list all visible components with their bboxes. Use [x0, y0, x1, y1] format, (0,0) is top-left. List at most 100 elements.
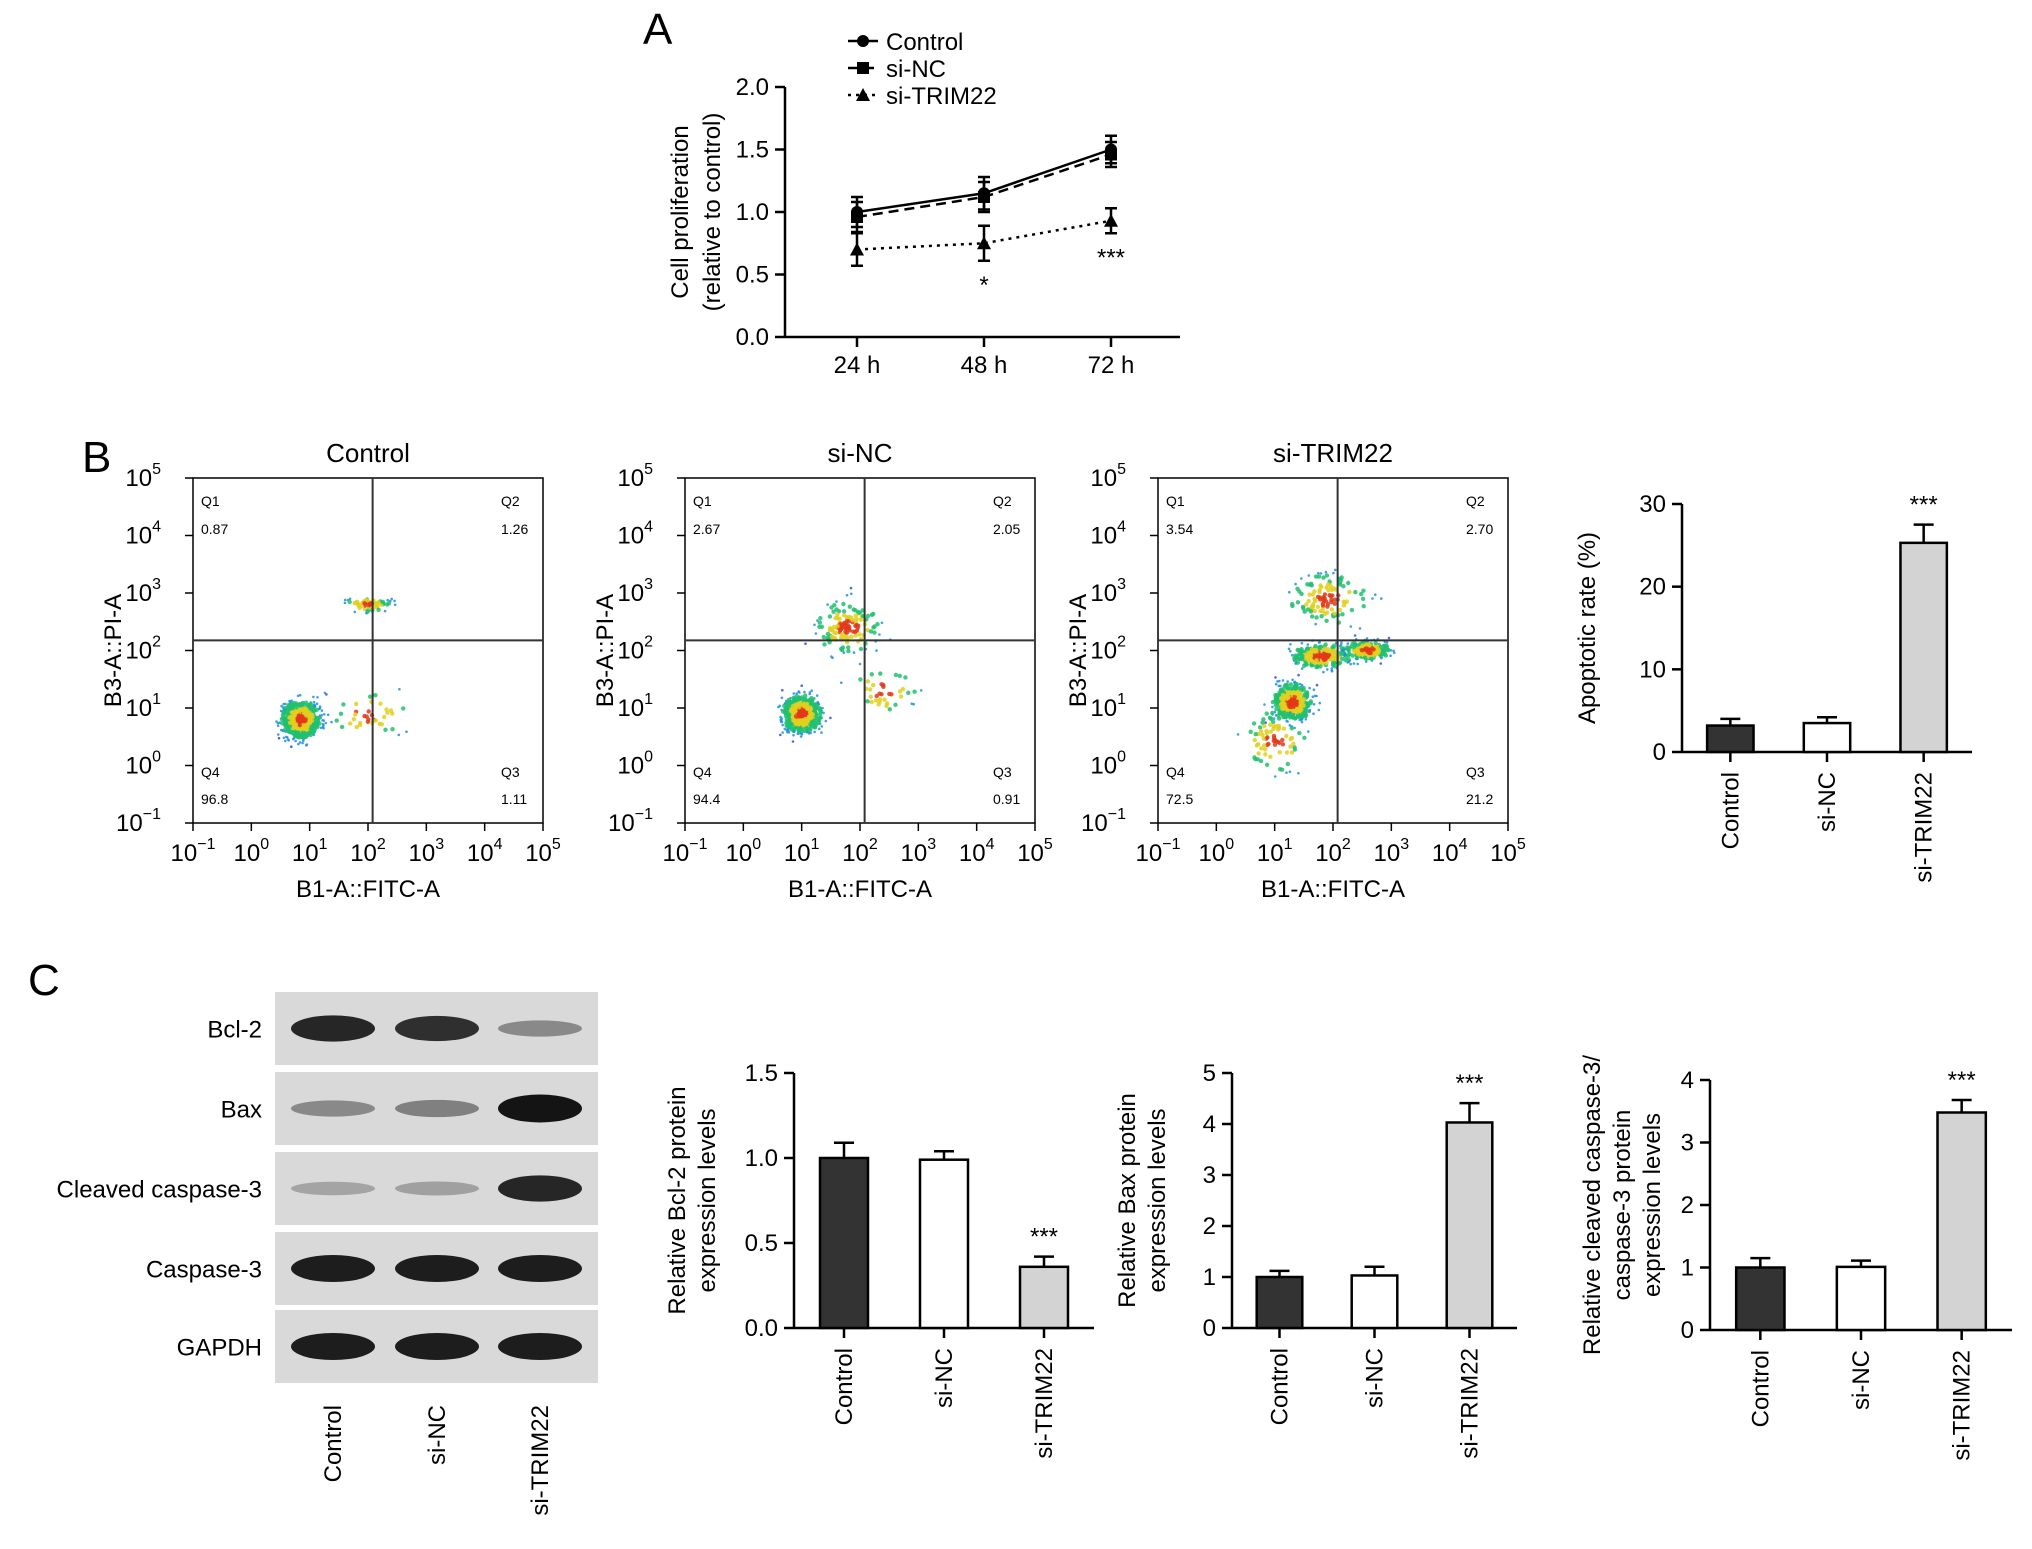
event-dot: [1291, 741, 1296, 746]
event-dot: [293, 722, 299, 727]
event-dot: [1297, 694, 1302, 699]
event-dot: [385, 710, 390, 715]
event-dot: [376, 607, 381, 612]
event-dot: [808, 706, 814, 712]
event-dot: [1333, 587, 1338, 592]
event-dot: [1359, 591, 1364, 597]
event-dot: [312, 733, 316, 736]
event-dot: [1327, 593, 1332, 598]
event-dot: [879, 692, 884, 697]
event-dot: [1288, 682, 1294, 687]
bar-si-NC: [1350, 1274, 1399, 1330]
y-tick-label: 1.5: [745, 1060, 778, 1087]
event-dot: [1288, 770, 1292, 774]
event-dot: [877, 697, 883, 702]
x-tick-label: si-TRIM22: [1949, 1350, 1976, 1461]
tick-exponent: 0: [1225, 836, 1234, 853]
quadrant-label: Q2: [501, 493, 520, 509]
event-dot: [1276, 716, 1282, 721]
event-dot: [812, 720, 817, 726]
bar-Control: [1255, 1275, 1304, 1330]
tick-exponent: 3: [1400, 836, 1409, 853]
x-tick-label: 48 h: [961, 352, 1008, 379]
series-si-NC: [851, 140, 1117, 234]
tick-exponent: 5: [1517, 836, 1526, 853]
event-dot: [1273, 775, 1277, 778]
event-dot: [1274, 706, 1279, 712]
data-point: [850, 242, 864, 256]
event-dot: [1306, 598, 1311, 604]
tick-exponent: 1: [811, 836, 820, 853]
event-dot: [1309, 663, 1315, 668]
y-tick-label: 0: [1653, 739, 1666, 766]
blot-band: [498, 1175, 582, 1202]
event-dot: [874, 693, 879, 699]
data-point: [977, 236, 991, 250]
y-tick-label: 3: [1681, 1130, 1694, 1157]
event-dot: [347, 599, 352, 605]
y-tick-label: 0: [1203, 1315, 1216, 1342]
y-tick-label: 1.0: [745, 1145, 778, 1172]
event-dot: [1291, 678, 1294, 682]
event-dot: [1380, 597, 1383, 600]
tick-exponent: 4: [494, 836, 503, 853]
event-dot: [1349, 662, 1352, 666]
event-dot: [282, 736, 286, 740]
x-tick-label: 100: [1199, 836, 1235, 867]
series-line: [856, 219, 1112, 251]
event-dot: [1297, 673, 1300, 677]
event-dot: [1330, 662, 1336, 668]
event-dot: [846, 648, 851, 654]
event-dot: [276, 721, 280, 725]
event-dot: [301, 726, 306, 732]
event-dot: [1293, 685, 1298, 690]
event-dot: [792, 692, 796, 695]
event-dot: [1290, 603, 1295, 609]
event-dot: [383, 609, 387, 613]
event-dot: [869, 672, 874, 677]
event-dot: [312, 700, 316, 704]
x-axis-label: B1-A::FITC-A: [1261, 876, 1405, 903]
event-dot: [1262, 743, 1267, 748]
event-dot: [845, 593, 849, 597]
quadrant-label: Q3: [993, 764, 1012, 780]
y-tick-label: 30: [1639, 491, 1666, 518]
proliferation-line-chart: 0.0 0.5 1.0 1.5 2.0 24 h 48 h 72 h Cell prolifer…: [667, 29, 1180, 379]
event-dot: [334, 718, 339, 723]
event-dot: [793, 714, 799, 719]
event-dot: [316, 696, 319, 699]
legend-label: si-TRIM22: [886, 83, 997, 110]
tick-exponent: 3: [152, 576, 161, 593]
event-dot: [1264, 762, 1270, 767]
event-dot: [316, 715, 322, 721]
event-dot: [303, 734, 308, 739]
event-dot: [1367, 643, 1372, 648]
y-axis-label: Relative cleaved caspase-3/: [1579, 1055, 1606, 1355]
event-dot: [1284, 696, 1290, 701]
event-dot: [296, 694, 300, 698]
x-tick-label: 24 h: [834, 352, 881, 379]
x-tick-label: 104: [467, 836, 503, 867]
x-tick-label: 100: [234, 836, 270, 867]
blot-band: [291, 1015, 375, 1042]
event-dot: [1293, 680, 1297, 684]
event-dot: [397, 733, 401, 737]
event-dot: [1284, 685, 1290, 691]
event-dot: [281, 729, 284, 732]
event-dot: [791, 740, 795, 743]
x-tick-label: si-NC: [1814, 772, 1841, 832]
event-dot: [829, 627, 834, 632]
event-dot: [1313, 574, 1319, 579]
event-dot: [376, 600, 381, 605]
legend-marker: [856, 88, 870, 101]
y-axis-label: Relative Bax protein: [1114, 1093, 1141, 1308]
quadrant-value: 0.91: [993, 791, 1020, 807]
event-dot: [338, 711, 344, 716]
tick-exponent: 0: [152, 749, 161, 766]
event-dot: [378, 701, 383, 706]
event-dot: [386, 601, 392, 606]
event-dot: [1268, 722, 1273, 727]
event-dot: [815, 694, 819, 697]
event-dot: [787, 723, 792, 728]
event-dot: [1352, 662, 1356, 665]
